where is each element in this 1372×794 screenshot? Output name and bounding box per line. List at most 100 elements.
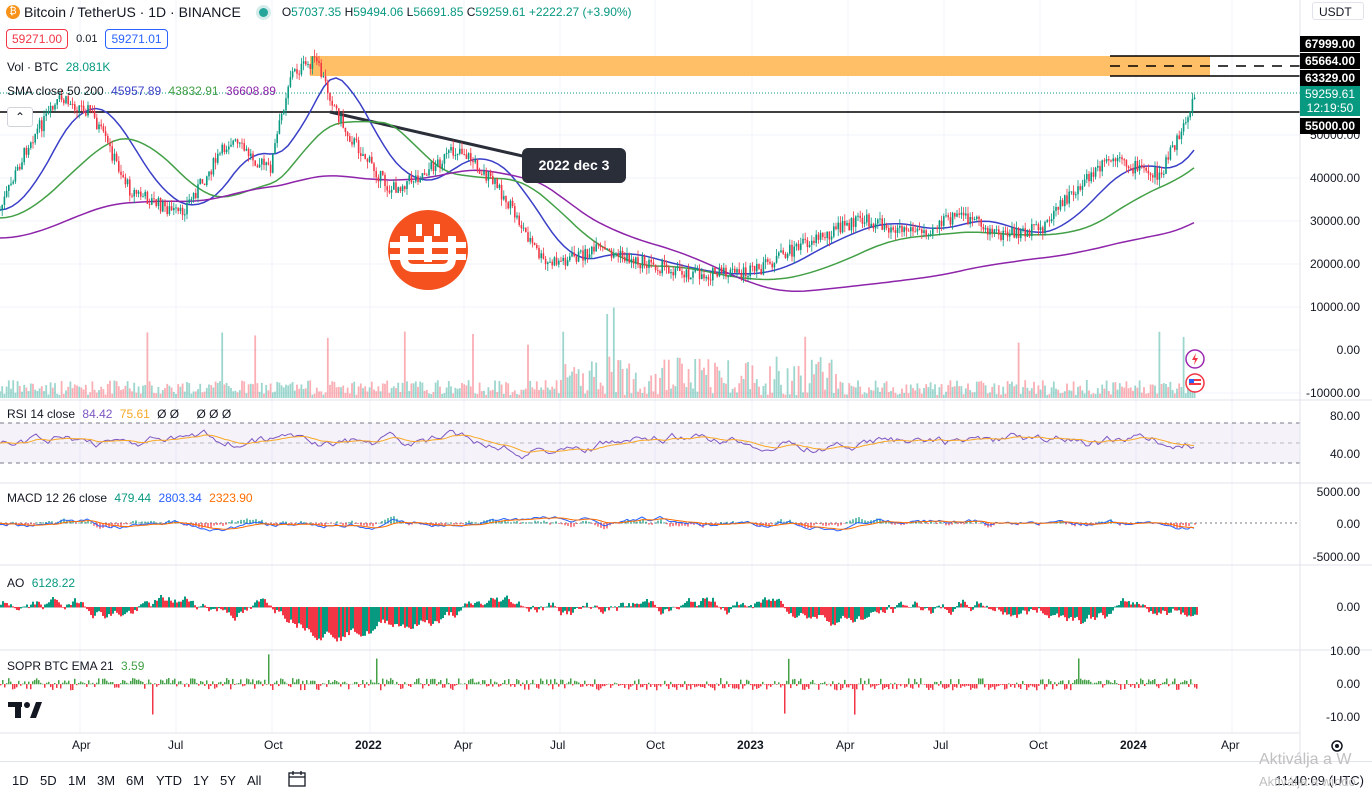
symbol-header[interactable]: ₿ Bitcoin / TetherUS · 1D · BINANCE O570… bbox=[6, 3, 632, 21]
sopr-bar bbox=[404, 682, 406, 685]
range-5y-button[interactable]: 5Y bbox=[220, 773, 236, 788]
sopr-bar bbox=[1044, 684, 1046, 690]
macd-histogram-bar bbox=[447, 522, 449, 524]
sopr-bar bbox=[994, 684, 996, 690]
volume-bar bbox=[694, 359, 697, 398]
volume-bar bbox=[236, 392, 239, 398]
sopr-bar bbox=[1184, 680, 1186, 685]
volume-bar bbox=[619, 360, 622, 398]
ao-histogram-bar bbox=[1078, 607, 1080, 621]
macd-histogram-bar bbox=[87, 520, 89, 524]
settings-icon[interactable] bbox=[1329, 738, 1345, 754]
candle-body bbox=[698, 268, 701, 280]
candle-body bbox=[71, 103, 74, 105]
ao-histogram-bar bbox=[522, 606, 524, 608]
volume-bar bbox=[1070, 390, 1073, 398]
symbol-title[interactable]: Bitcoin / TetherUS · 1D · BINANCE bbox=[24, 4, 241, 20]
range-1y-button[interactable]: 1Y bbox=[193, 773, 209, 788]
current-price-tag[interactable]: 59259.61 12:19:50 bbox=[1300, 86, 1360, 116]
volume-bar bbox=[582, 373, 584, 398]
price-tag-level-3[interactable]: 63329.00 bbox=[1300, 70, 1360, 86]
volume-bar bbox=[608, 356, 611, 398]
sopr-bar bbox=[492, 684, 494, 687]
ao-histogram-bar bbox=[542, 607, 544, 611]
volume-bar bbox=[656, 394, 659, 398]
volume-bar bbox=[753, 382, 756, 398]
ao-histogram-bar bbox=[808, 607, 810, 618]
flag-icon[interactable] bbox=[1185, 373, 1205, 393]
volume-bar bbox=[698, 358, 701, 398]
candle-body bbox=[316, 57, 318, 62]
volume-bar bbox=[610, 371, 613, 398]
volume-bar bbox=[183, 391, 186, 398]
range-ytd-button[interactable]: YTD bbox=[156, 773, 182, 788]
volume-bar bbox=[769, 366, 771, 398]
candle-body bbox=[481, 173, 483, 175]
candle-body bbox=[1094, 167, 1097, 177]
ao-histogram-bar bbox=[1092, 607, 1094, 617]
price-tag-support[interactable]: 55000.00 bbox=[1300, 118, 1360, 134]
time-axis-label: Apr bbox=[836, 738, 855, 752]
sopr-bar bbox=[554, 678, 556, 685]
sopr-bar bbox=[40, 682, 42, 685]
sopr-bar bbox=[834, 684, 836, 690]
collapse-legend-button[interactable]: ⌃ bbox=[7, 107, 33, 127]
ao-legend[interactable]: AO 6128.22 bbox=[7, 576, 75, 590]
macd-histogram-bar bbox=[84, 522, 86, 524]
candle-body bbox=[947, 215, 949, 218]
volume-bar bbox=[1193, 390, 1196, 398]
candle-body bbox=[144, 191, 146, 197]
coin-logo-icon bbox=[388, 210, 468, 290]
sell-button[interactable]: 59271.00 bbox=[6, 29, 69, 49]
sma-legend[interactable]: SMA close 50 200 45957.89 43832.91 36608… bbox=[7, 84, 276, 98]
macd-legend[interactable]: MACD 12 26 close 479.44 2803.34 2323.90 bbox=[7, 491, 253, 505]
buy-button[interactable]: 59271.01 bbox=[105, 29, 168, 49]
sopr-bar bbox=[66, 682, 68, 685]
macd-axis-label: 0.00 bbox=[1336, 517, 1360, 531]
range-5d-button[interactable]: 5D bbox=[40, 773, 57, 788]
price-tag-level-2[interactable]: 65664.00 bbox=[1300, 53, 1360, 69]
lightning-icon[interactable] bbox=[1185, 349, 1205, 369]
range-3m-button[interactable]: 3M bbox=[97, 773, 116, 788]
volume-bar bbox=[740, 375, 743, 398]
currency-selector[interactable]: USDT bbox=[1312, 2, 1364, 20]
volume-bar bbox=[1140, 392, 1143, 398]
candle-body bbox=[892, 227, 894, 231]
volume-bar bbox=[309, 380, 312, 398]
sopr-bar bbox=[262, 684, 264, 687]
range-all-button[interactable]: All bbox=[247, 773, 262, 788]
tradingview-logo-icon[interactable] bbox=[8, 700, 42, 720]
sopr-bar bbox=[1038, 684, 1040, 686]
range-6m-button[interactable]: 6M bbox=[126, 773, 145, 788]
rsi-legend[interactable]: RSI 14 close 84.42 75.61 Ø Ø Ø Ø Ø bbox=[7, 407, 231, 421]
resistance-zone[interactable] bbox=[310, 56, 1210, 76]
ao-histogram-bar bbox=[924, 607, 926, 609]
ao-histogram-bar bbox=[990, 607, 992, 610]
macd-histogram-bar bbox=[546, 521, 548, 524]
range-1m-button[interactable]: 1M bbox=[68, 773, 87, 788]
volume-legend[interactable]: Vol · BTC 28.081K bbox=[7, 60, 110, 74]
sopr-bar bbox=[650, 684, 652, 687]
ao-histogram-bar bbox=[604, 607, 606, 612]
ao-histogram-bar bbox=[656, 607, 658, 608]
trend-line[interactable] bbox=[329, 110, 541, 162]
volume-bar bbox=[841, 382, 844, 398]
sopr-legend[interactable]: SOPR BTC EMA 21 3.59 bbox=[7, 659, 144, 673]
sopr-bar bbox=[944, 684, 946, 690]
macd-histogram-bar bbox=[810, 523, 812, 529]
volume-bar bbox=[736, 392, 738, 398]
sopr-bar bbox=[692, 684, 694, 685]
candle-body bbox=[12, 181, 14, 184]
price-tag-level-1[interactable]: 67999.00 bbox=[1300, 36, 1360, 52]
volume-bar bbox=[513, 390, 516, 398]
market-status-dot[interactable] bbox=[258, 7, 268, 17]
candle-body bbox=[503, 196, 505, 200]
sma-name: SMA close 50 200 bbox=[7, 84, 104, 98]
chart-annotation[interactable]: 2022 dec 3 bbox=[522, 148, 626, 183]
candle-body bbox=[1112, 158, 1114, 162]
calendar-icon[interactable] bbox=[288, 770, 306, 788]
clock-display[interactable]: 11:40:09 (UTC) bbox=[1275, 773, 1364, 788]
range-1d-button[interactable]: 1D bbox=[12, 773, 29, 788]
candle-body bbox=[901, 225, 903, 233]
